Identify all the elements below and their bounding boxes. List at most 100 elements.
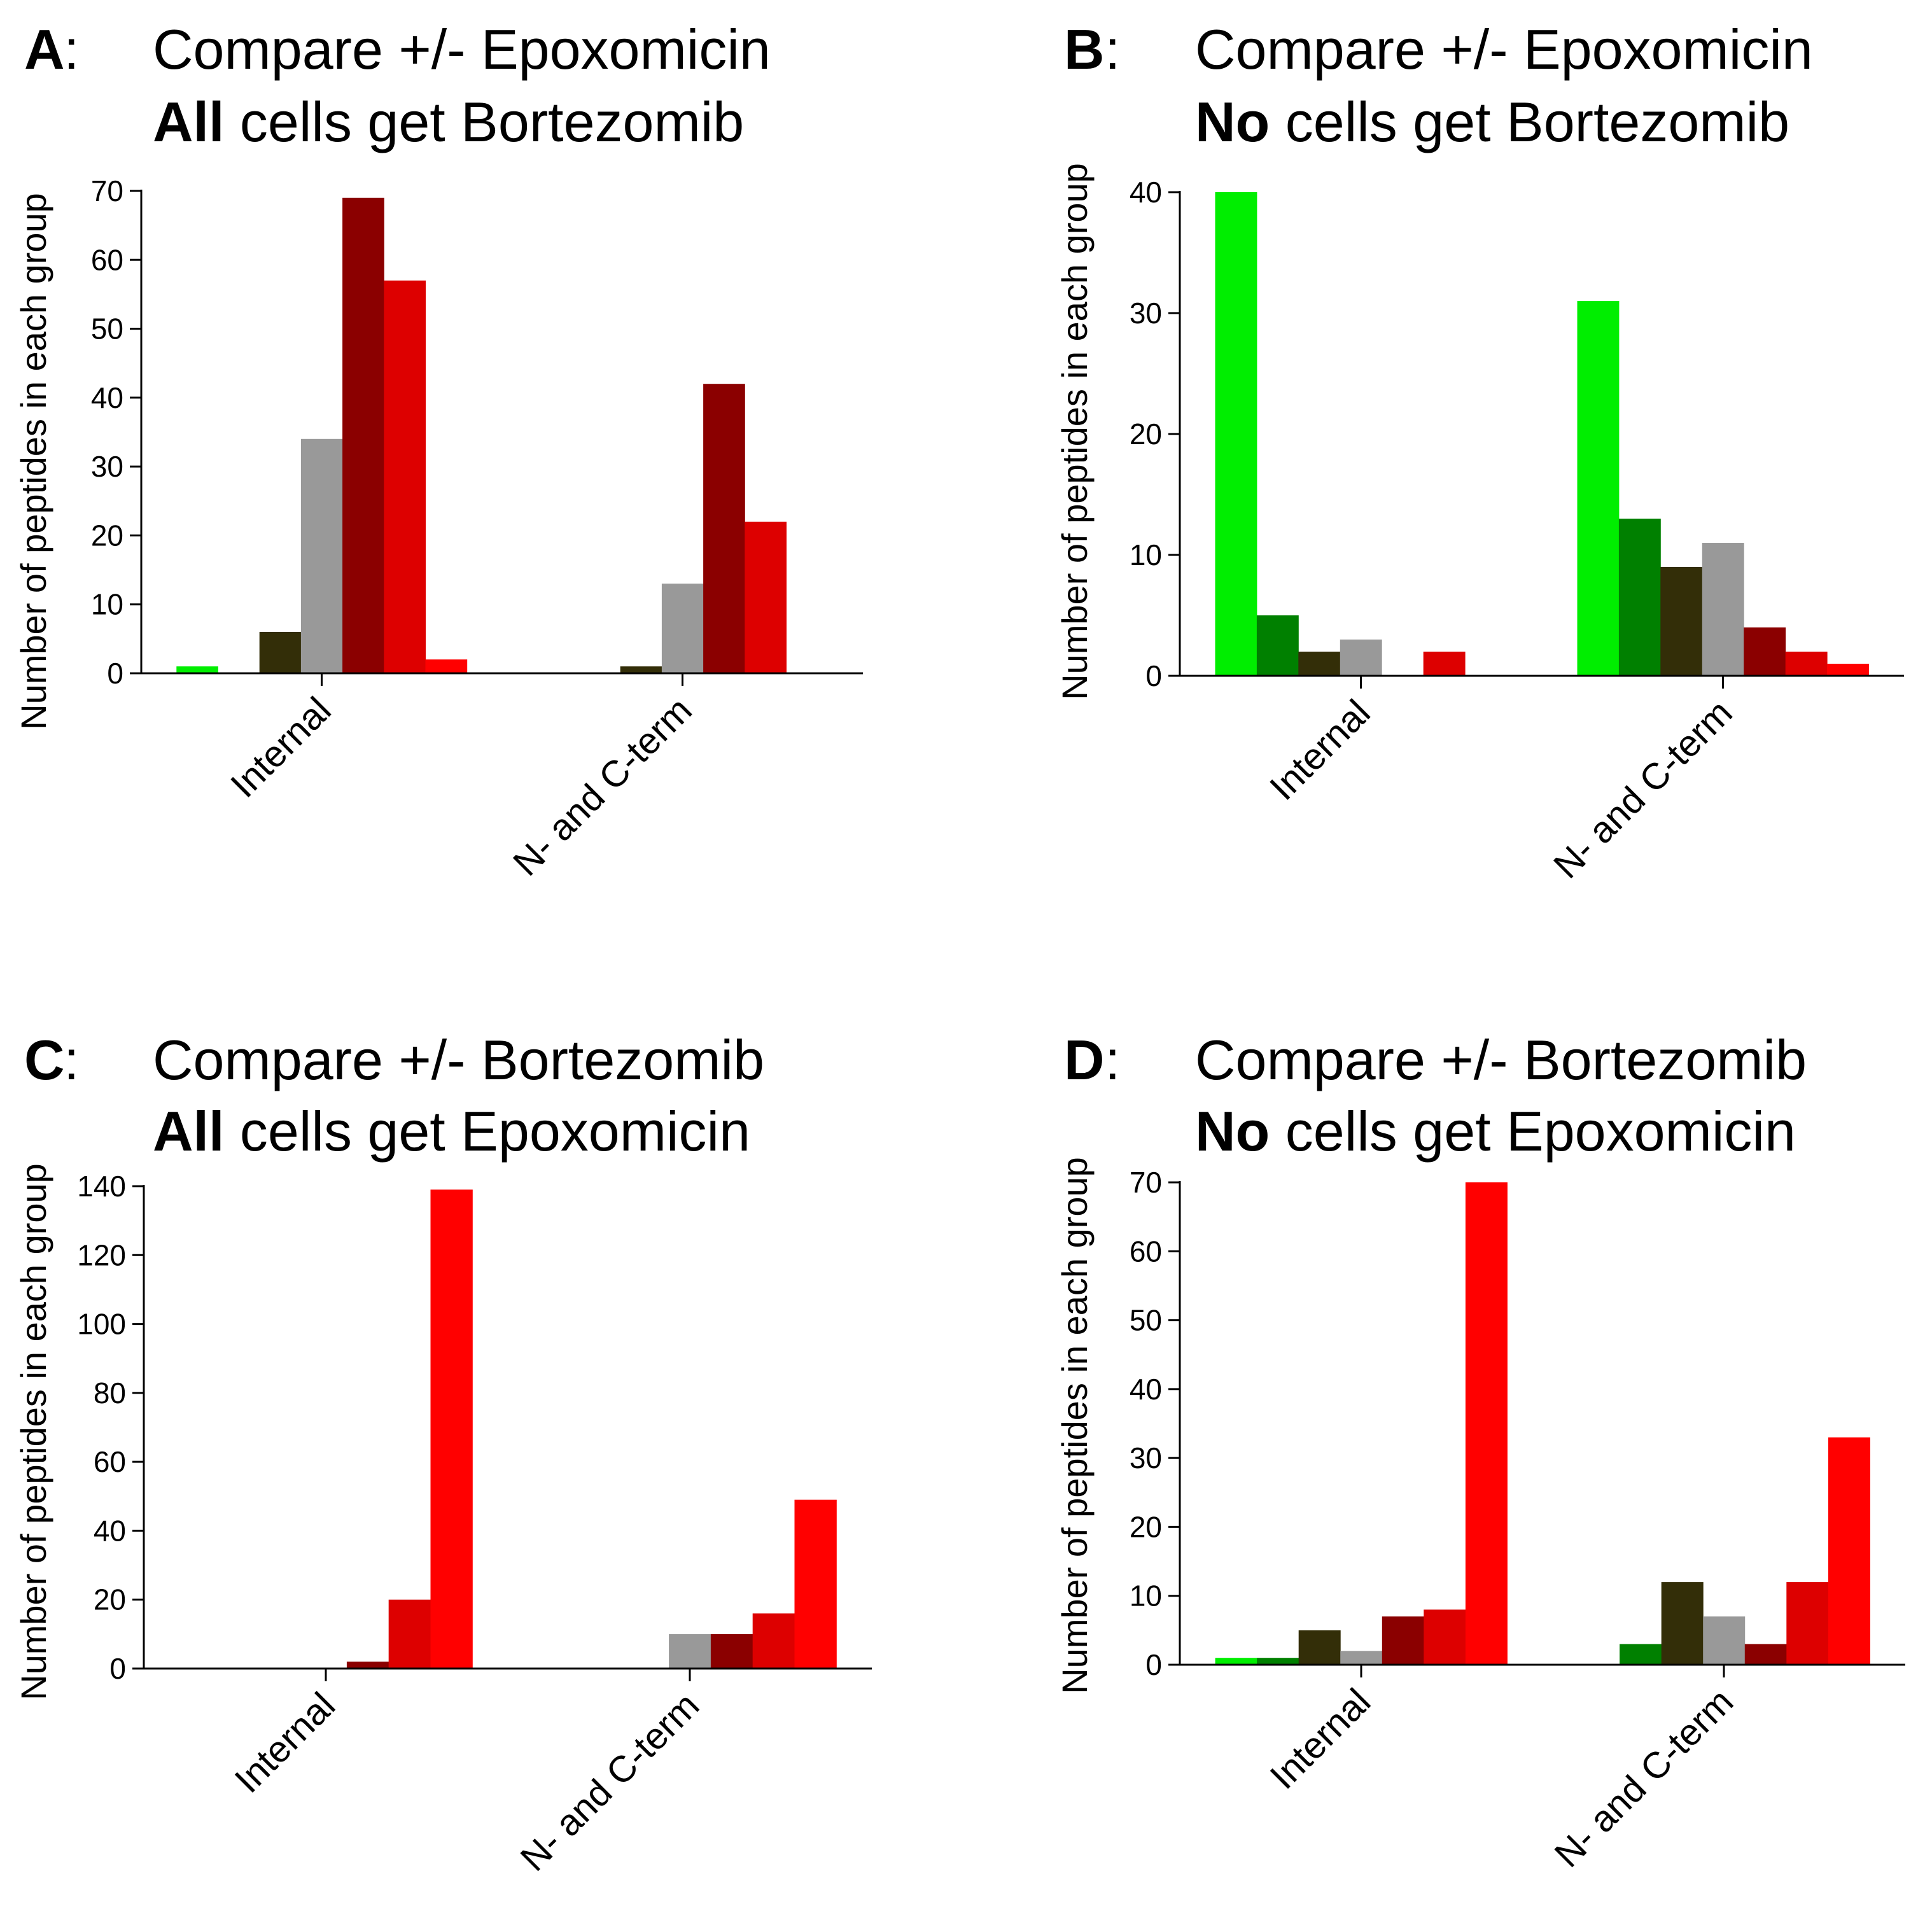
- bar: [384, 280, 426, 673]
- y-tick-label: 70: [91, 174, 123, 207]
- y-tick-label: 0: [109, 1652, 126, 1685]
- y-tick-label: 10: [91, 588, 123, 621]
- chart-title-line1: Compare +/- Bortezomib: [1195, 1028, 1807, 1091]
- chart-title-line2: All cells get Epoxomicin: [153, 1100, 750, 1163]
- y-tick-label: 20: [1130, 1510, 1162, 1543]
- bar: [1786, 1582, 1829, 1665]
- chart-title-rest: cells get Bortezomib: [224, 90, 744, 153]
- bar: [710, 1634, 753, 1669]
- bar: [1423, 652, 1466, 676]
- x-tick-label: N- and C-term: [1546, 692, 1740, 886]
- bar: [1382, 1616, 1424, 1665]
- bar: [1340, 1651, 1383, 1665]
- bar: [703, 384, 745, 673]
- y-tick-label: 30: [91, 450, 123, 483]
- bar: [1703, 1616, 1746, 1665]
- chart-title-line1: Compare +/- Bortezomib: [153, 1028, 764, 1091]
- y-tick-label: 120: [77, 1238, 126, 1271]
- panel-c: C : Compare +/- Bortezomib All cells get…: [13, 1028, 872, 1879]
- x-tick-label: N- and C-term: [505, 689, 700, 884]
- bar: [1828, 1437, 1870, 1665]
- x-tick-label: N- and C-term: [1546, 1681, 1741, 1875]
- y-tick-label: 40: [91, 381, 123, 414]
- chart-title-emphasis: No: [1195, 90, 1270, 153]
- bar: [1340, 640, 1382, 676]
- bar: [752, 1613, 795, 1669]
- bar: [745, 521, 787, 673]
- y-tick-label: 30: [1130, 1441, 1162, 1474]
- panel-d: D : Compare +/- Bortezomib No cells get …: [1054, 1028, 1905, 1875]
- bar-plot: 0 10 20 30 40 50 60 70 Internal N- and C-term: [91, 174, 863, 884]
- y-tick-label: 20: [1130, 417, 1162, 451]
- bar: [1424, 1609, 1466, 1665]
- bar: [1744, 1644, 1787, 1665]
- bar: [661, 584, 704, 673]
- y-tick-label: 10: [1130, 538, 1162, 571]
- y-axis-label: Number of peptides in each group: [13, 193, 53, 730]
- bar-plot: 0 20 40 60 80 100 120 140 Internal N- and C-term: [77, 1170, 872, 1879]
- y-tick-label: 60: [91, 243, 123, 276]
- panel-letter: C: [24, 1028, 65, 1091]
- y-tick-label: 30: [1130, 297, 1162, 330]
- panel-a: A : Compare +/- Epoxomicin All cells get…: [13, 18, 863, 884]
- bars: [346, 1189, 837, 1669]
- panel-letter: D: [1064, 1028, 1105, 1091]
- bar: [1620, 1644, 1662, 1665]
- y-axis-label: Number of peptides in each group: [13, 1163, 53, 1700]
- bar: [430, 1189, 473, 1669]
- y-tick-label: 10: [1130, 1579, 1162, 1613]
- bars: [176, 197, 787, 673]
- bar: [1215, 1658, 1257, 1665]
- y-axis-label: Number of peptides in each group: [1054, 1157, 1095, 1694]
- y-tick-label: 60: [1130, 1235, 1162, 1268]
- panel-letter: A: [24, 18, 65, 81]
- chart-title-line2: All cells get Bortezomib: [153, 90, 744, 153]
- bars: [1215, 1182, 1870, 1665]
- chart-title-rest: cells get Bortezomib: [1270, 90, 1789, 153]
- bar: [1618, 519, 1661, 676]
- bar: [1577, 301, 1620, 676]
- y-tick-label: 20: [94, 1583, 126, 1616]
- y-tick-label: 100: [77, 1308, 126, 1341]
- bars: [1215, 192, 1869, 676]
- bar: [346, 1662, 389, 1669]
- bar: [342, 197, 384, 673]
- bar-plot: 0 10 20 30 40 Internal N- and C-term: [1130, 176, 1904, 886]
- bar: [259, 632, 302, 673]
- chart-title-rest: cells get Epoxomicin: [1270, 1100, 1796, 1163]
- bar: [1661, 1582, 1704, 1665]
- bar: [176, 666, 218, 673]
- y-tick-label: 140: [77, 1170, 126, 1203]
- bar: [1827, 664, 1869, 676]
- bar: [1298, 1630, 1341, 1665]
- chart-title-line2: No cells get Bortezomib: [1195, 90, 1789, 153]
- y-tick-label: 40: [1130, 1373, 1162, 1406]
- bar: [1702, 543, 1744, 676]
- bar: [388, 1599, 431, 1669]
- panel-colon: :: [1105, 18, 1120, 81]
- y-tick-label: 50: [1130, 1304, 1162, 1337]
- y-tick-label: 60: [94, 1445, 126, 1478]
- y-tick-label: 0: [1145, 1648, 1162, 1681]
- y-tick-label: 80: [94, 1376, 126, 1410]
- panel-colon: :: [64, 18, 79, 81]
- x-tick-label: Internal: [223, 689, 339, 806]
- y-tick-label: 20: [91, 519, 123, 552]
- panel-b: B : Compare +/- Epoxomicin No cells get …: [1054, 18, 1904, 886]
- y-tick-label: 70: [1130, 1166, 1162, 1199]
- y-tick-label: 40: [1130, 176, 1162, 209]
- y-tick-label: 40: [94, 1514, 126, 1547]
- bar: [425, 659, 468, 673]
- bar: [1298, 652, 1341, 676]
- y-axis-label: Number of peptides in each group: [1054, 163, 1095, 700]
- bar: [1465, 1182, 1508, 1665]
- bar-plot: 0 10 20 30 40 50 60 70 Internal N- and C-term: [1130, 1166, 1905, 1875]
- x-tick-label: Internal: [227, 1684, 343, 1801]
- panel-letter: B: [1064, 18, 1105, 81]
- bar: [1215, 192, 1257, 676]
- y-tick-label: 0: [1145, 659, 1162, 692]
- bar: [1660, 567, 1703, 676]
- chart-title-line2: No cells get Epoxomicin: [1195, 1100, 1796, 1163]
- panel-colon: :: [1105, 1028, 1120, 1091]
